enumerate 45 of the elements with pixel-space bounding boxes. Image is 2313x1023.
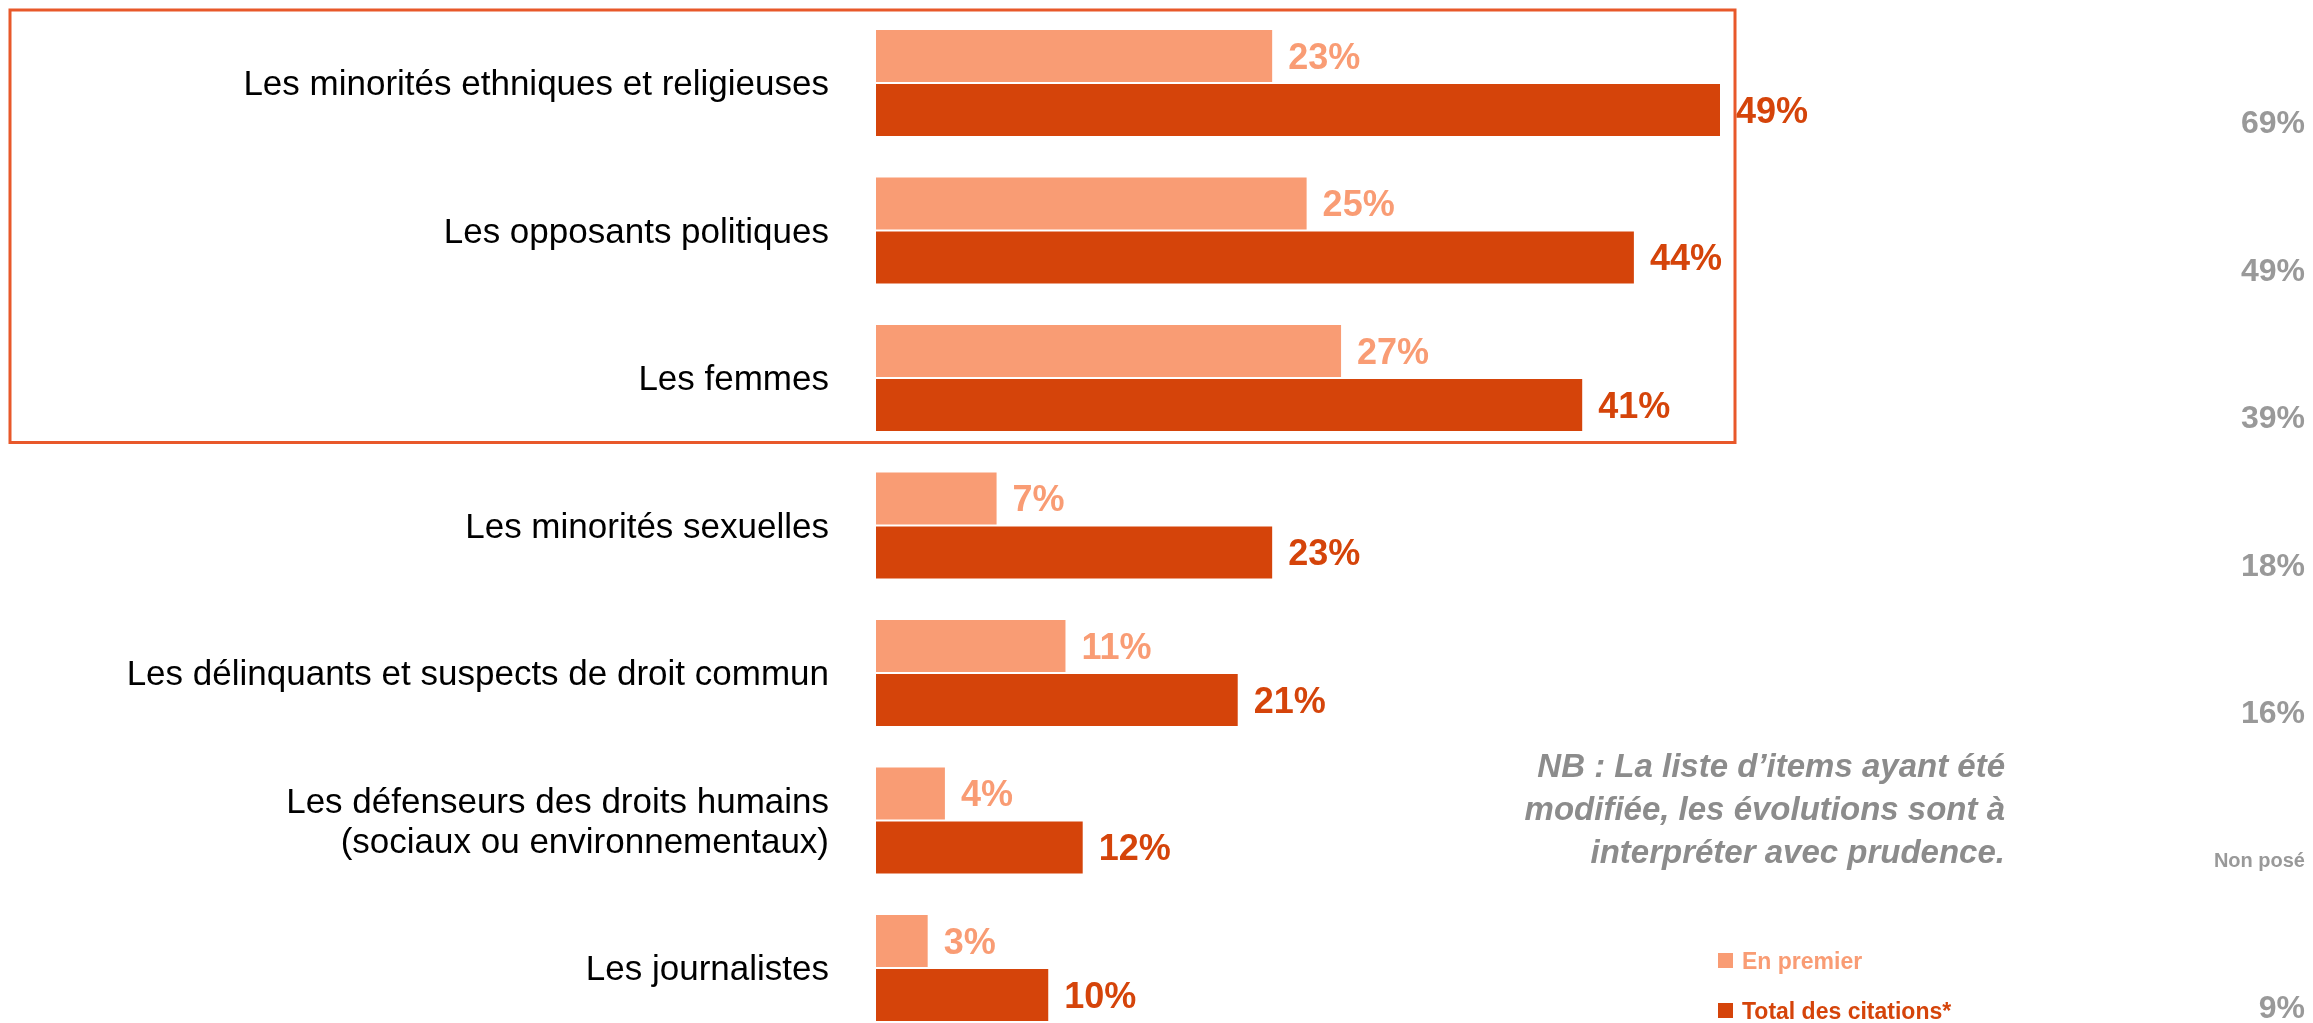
bar: [876, 84, 1720, 136]
bar: [876, 767, 945, 820]
data-label: 12%: [1098, 827, 1171, 869]
data-label: 10%: [1064, 974, 1137, 1016]
bar: [876, 30, 1273, 82]
bar: [876, 325, 1342, 377]
data-label: 49%: [1736, 89, 1809, 131]
bar: [876, 231, 1634, 284]
data-label: 41%: [1598, 384, 1671, 426]
bar: [876, 177, 1307, 230]
text: 16%: [2240, 694, 2305, 731]
bar: [876, 821, 1083, 874]
data-label: 7%: [1012, 478, 1065, 520]
data-label: 21%: [1253, 679, 1326, 721]
data-label: 3%: [943, 920, 996, 962]
y-tick-label: Les femmes: [638, 358, 829, 398]
bar: [876, 472, 997, 525]
legend-label: En premier: [1742, 948, 1863, 975]
text: 49%: [2240, 251, 2305, 288]
data-label: 4%: [960, 773, 1013, 815]
bar: [876, 379, 1583, 431]
bar: [876, 915, 928, 967]
bar: [876, 969, 1049, 1021]
bar: [876, 620, 1066, 672]
text: 39%: [2240, 399, 2305, 436]
y-tick-label: Les minorités ethniques et religieuses: [243, 63, 829, 103]
data-label: 11%: [1081, 625, 1152, 667]
text: Non posé: [2213, 848, 2305, 871]
y-tick-label: Les opposants politiques: [443, 210, 829, 250]
y-tick-label: Les minorités sexuelles: [465, 505, 829, 545]
text: 18%: [2240, 546, 2305, 583]
text: 69%: [2240, 104, 2305, 141]
bar: [876, 526, 1273, 579]
y-tick-label: Les journalistes: [585, 948, 829, 988]
data-label: 44%: [1649, 237, 1722, 279]
y-tick-label: Les délinquants et suspects de droit commun: [126, 653, 829, 693]
annotation: NB : La liste d’items ayant été modifiée, les évolutions sont à interpréter avec prudence.: [1523, 746, 2005, 872]
data-label: 27%: [1357, 330, 1430, 372]
data-label: 25%: [1322, 183, 1395, 225]
data-label: 23%: [1288, 532, 1361, 574]
text: 9%: [2258, 989, 2305, 1023]
legend-label: Total des citations*: [1742, 998, 1952, 1023]
bar: [876, 674, 1238, 726]
y-tick-label: Les défenseurs des droits humains (sociaux ou environnementaux): [286, 780, 829, 860]
data-label: 23%: [1288, 35, 1361, 77]
